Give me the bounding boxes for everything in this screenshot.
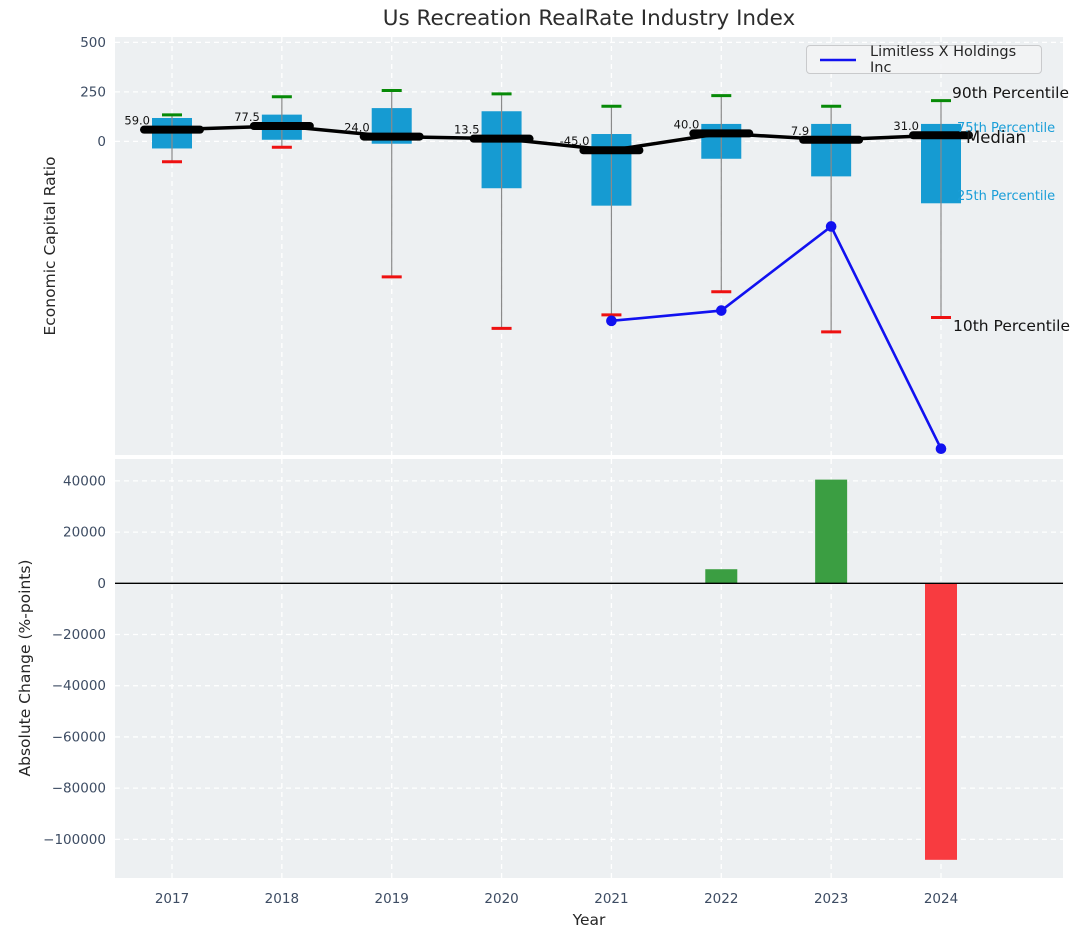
annotation-90th-percentile: 90th Percentile [952,84,1070,102]
x-axis-label: Year [572,911,606,929]
x-tick-label: 2019 [375,891,409,907]
bottom-y-tick-label: −40000 [52,678,106,694]
bottom-y-tick-label: −80000 [52,781,106,797]
bar-positive [815,479,848,584]
top-y-axis-label: Economic Capital Ratio [41,156,59,335]
bottom-y-tick-label: 0 [97,576,106,592]
company-data-point [825,221,837,232]
bar-negative [924,583,957,860]
legend-line-icon [820,58,856,61]
bar-positive [705,569,738,584]
company-data-point [935,443,947,455]
median-value-label: 77.5 [234,110,260,124]
x-tick-label: 2020 [484,891,518,907]
median-value-label: 7.9 [791,124,809,138]
company-series-line [611,224,943,450]
bottom-y-tick-label: −100000 [43,832,106,848]
x-tick-label: 2022 [704,891,738,907]
top-y-tick-label: 250 [80,84,106,100]
median-value-label: -45.0 [560,134,590,148]
bottom-y-axis-label: Absolute Change (%-points) [16,560,34,777]
x-tick-label: 2017 [155,891,189,907]
legend-label: Limitless X Holdings Inc [870,43,1017,76]
top-plot-area [115,37,1063,455]
top-y-axis-label-text: Economic Capital Ratio [41,156,59,336]
bottom-y-tick-label: −20000 [52,627,106,643]
company-data-point [606,315,617,327]
median-value-label: 13.5 [454,123,480,137]
median-value-label: 40.0 [674,117,700,131]
x-tick-label: 2018 [265,891,299,907]
x-tick-label: 2024 [924,891,958,907]
median-value-label: 59.0 [124,114,150,128]
top-y-tick-label: 500 [80,35,106,51]
legend: Limitless X Holdings Inc [806,43,1042,76]
bottom-y-axis-label-text: Absolute Change (%-points) [16,559,34,777]
bottom-y-tick-label: −60000 [52,729,106,745]
x-tick-label: 2021 [594,891,628,907]
annotation-25th-percentile: 25th Percentile [957,189,1056,204]
annotation-75th-percentile: 75th Percentile [957,121,1056,136]
company-data-point [715,305,727,316]
top-y-tick-label: 0 [97,134,106,150]
annotation-10th-percentile: 10th Percentile [953,317,1071,335]
x-tick-label: 2023 [814,891,848,907]
median-value-label: 31.0 [893,119,919,133]
annotation-median: Median [966,128,1027,147]
bottom-y-tick-label: 20000 [63,525,106,541]
median-value-label: 24.0 [344,121,370,135]
chart-title: Us Recreation RealRate Industry Index [382,6,796,31]
bottom-plot-area [115,459,1063,878]
bottom-y-tick-label: 40000 [63,473,106,489]
